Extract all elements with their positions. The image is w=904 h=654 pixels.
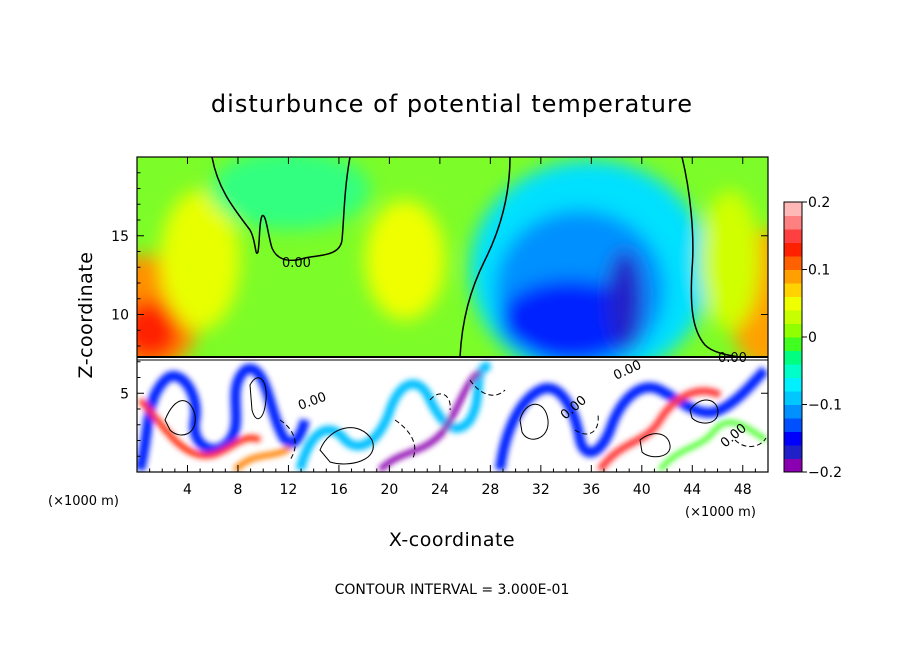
- colorbar-swatch: [784, 350, 802, 365]
- y-tick-label: 15: [111, 229, 129, 245]
- yellow-band-left: [160, 190, 240, 330]
- colorbar-swatch: [784, 391, 802, 405]
- x-tick-label: 32: [532, 482, 550, 498]
- x-axis-label: X-coordinate: [389, 529, 515, 551]
- y-tick-label: 10: [111, 308, 129, 324]
- turbulent-band: [495, 366, 768, 471]
- x-tick-label: 4: [183, 482, 192, 498]
- colorbar-swatch: [784, 296, 802, 311]
- turbulent-band: [597, 387, 722, 472]
- zero-contour-right: [681, 157, 741, 358]
- colorbar-swatch: [784, 431, 802, 446]
- colorbar-swatch: [784, 256, 802, 270]
- x-tick-label: 36: [582, 482, 600, 498]
- x-tick-label: 48: [734, 482, 752, 498]
- x-tick-label: 44: [683, 482, 701, 498]
- contour-label: 0.00: [282, 256, 311, 271]
- boundary-layer: [137, 357, 768, 472]
- x-tick-label: 20: [380, 482, 398, 498]
- colorbar-tick-label: 0: [808, 330, 817, 346]
- colorbar-swatch: [784, 337, 802, 351]
- x-tick-label: 16: [330, 482, 348, 498]
- zero-contour-left: [211, 157, 351, 262]
- chart-title: disturbunce of potential temperature: [211, 90, 693, 118]
- colorbar-swatch: [784, 202, 802, 216]
- colorbar-swatch: [784, 323, 802, 338]
- cool-region-inner: [500, 280, 640, 360]
- x-unit-right: (×1000 m): [685, 505, 756, 520]
- plot-area: 0.00 0.00 0.00 0.00 0.00 0.00: [137, 157, 768, 472]
- turbulent-band: [295, 360, 492, 472]
- y-axis: 5 10 15: [111, 172, 768, 457]
- upper-field: [137, 157, 768, 380]
- colorbar-tick-label: 0.2: [808, 195, 830, 211]
- turbulent-band: [377, 369, 482, 472]
- colorbar-swatch: [784, 418, 802, 432]
- colorbar-swatch: [784, 215, 802, 230]
- cool-region-core: [607, 250, 643, 350]
- zero-contour-center: [459, 157, 511, 358]
- x-tick-label: 8: [233, 482, 242, 498]
- contour-label: 0.00: [718, 351, 747, 366]
- colorbar-swatch: [784, 364, 802, 378]
- colorbar-swatch: [784, 445, 802, 459]
- x-tick-label: 12: [280, 482, 298, 498]
- turbulent-band: [232, 445, 292, 472]
- colorbar-tick-label: −0.1: [808, 398, 842, 414]
- colorbar-swatch: [784, 283, 802, 297]
- y-tick-label: 5: [120, 386, 129, 402]
- yellow-blob-center: [365, 200, 445, 320]
- colorbar-tick-label: −0.2: [808, 465, 842, 481]
- weak-cool-top: [210, 157, 370, 230]
- colorbar-swatch: [784, 310, 802, 324]
- warm-anomaly-left-core: [137, 300, 180, 360]
- boundary-contours: [164, 377, 767, 465]
- colorbar-swatch: [784, 229, 802, 243]
- zero-contours: [137, 157, 768, 361]
- turbulent-band: [658, 419, 768, 472]
- contour-interval-label: CONTOUR INTERVAL = 3.000E-01: [335, 582, 570, 598]
- x-tick-label: 24: [431, 482, 449, 498]
- x-unit-left: (×1000 m): [48, 494, 119, 509]
- colorbar-swatch: [784, 458, 802, 473]
- turbulent-band: [137, 397, 262, 459]
- turbulent-band: [137, 363, 310, 472]
- x-tick-label: 40: [633, 482, 651, 498]
- y-axis-label: Z-coordinate: [75, 252, 97, 379]
- yellow-band-right: [700, 190, 760, 330]
- x-axis: 4 8 12 16 20 24 28 32 36 40 44 48: [149, 157, 756, 498]
- colorbar: 0.2 0.1 0 −0.1 −0.2: [783, 195, 842, 481]
- colorbar-swatch: [784, 404, 802, 419]
- x-tick-label: 28: [481, 482, 499, 498]
- colorbar-swatch: [784, 269, 802, 284]
- colorbar-swatch: [784, 377, 802, 392]
- colorbar-swatch: [784, 242, 802, 257]
- colorbar-tick-label: 0.1: [808, 263, 830, 279]
